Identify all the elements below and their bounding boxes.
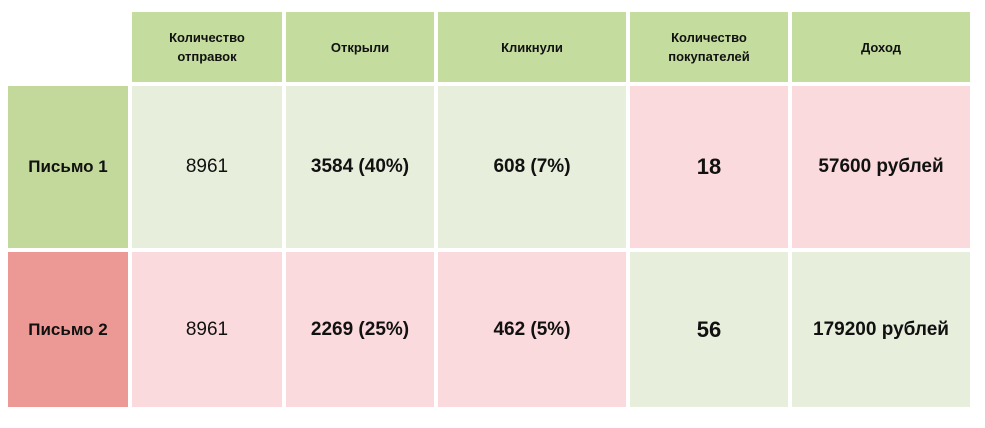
cell: 3584 (40%) xyxy=(286,86,434,248)
header-cell: Количество отправок xyxy=(132,12,282,82)
cell: 2269 (25%) xyxy=(286,252,434,407)
cell: 57600 рублей xyxy=(792,86,970,248)
cell: 8961 xyxy=(132,252,282,407)
row-label: Письмо 1 xyxy=(8,86,128,248)
cell: 462 (5%) xyxy=(438,252,626,407)
header-cell: Открыли xyxy=(286,12,434,82)
cell: 8961 xyxy=(132,86,282,248)
cell: 56 xyxy=(630,252,788,407)
row-label: Письмо 2 xyxy=(8,252,128,407)
header-cell: Кликнули xyxy=(438,12,626,82)
cell: 179200 рублей xyxy=(792,252,970,407)
header-cell: Количество покупателей xyxy=(630,12,788,82)
cell: 608 (7%) xyxy=(438,86,626,248)
cell: 18 xyxy=(630,86,788,248)
header-cell: Доход xyxy=(792,12,970,82)
